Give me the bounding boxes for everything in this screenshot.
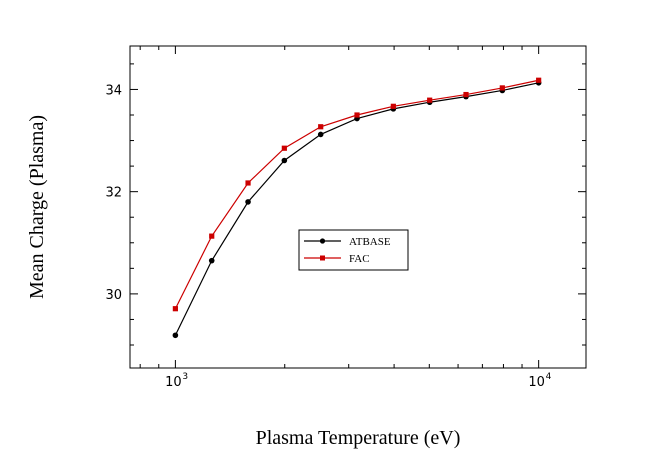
data-point-fac bbox=[281, 145, 287, 151]
y-tick-label: 34 bbox=[105, 83, 122, 98]
y-tick-label: 32 bbox=[105, 186, 122, 201]
y-axis-title: Mean Charge (Plasma) bbox=[26, 115, 48, 299]
legend-label-atbase: ATBASE bbox=[349, 236, 391, 248]
legend-marker-atbase bbox=[319, 238, 326, 244]
data-point-atbase bbox=[172, 332, 179, 339]
plot-frame bbox=[129, 45, 587, 369]
x-axis-title: Plasma Temperature (eV) bbox=[256, 427, 461, 449]
data-point-fac bbox=[172, 306, 178, 312]
data-point-fac bbox=[499, 85, 505, 91]
data-point-fac bbox=[427, 97, 433, 103]
x-tick-label: 10 bbox=[165, 375, 182, 390]
x-tick-label: 10 bbox=[528, 375, 545, 390]
y-tick-label: 30 bbox=[105, 288, 122, 303]
data-point-fac bbox=[536, 77, 542, 83]
data-point-fac bbox=[209, 233, 215, 239]
data-point-atbase bbox=[317, 131, 324, 138]
x-tick-exponent: 4 bbox=[546, 372, 552, 382]
data-point-fac bbox=[354, 112, 360, 118]
legend-box bbox=[298, 229, 409, 271]
legend-label-fac: FAC bbox=[349, 253, 370, 265]
x-tick-exponent: 3 bbox=[182, 372, 188, 382]
data-point-fac bbox=[463, 91, 469, 98]
data-point-atbase bbox=[208, 257, 215, 264]
data-point-atbase bbox=[245, 199, 251, 205]
data-point-fac bbox=[245, 180, 251, 186]
legend-marker-fac bbox=[320, 255, 325, 261]
data-point-fac bbox=[390, 103, 396, 109]
data-point-atbase bbox=[281, 157, 288, 164]
legend: ATBASE FAC bbox=[298, 229, 409, 271]
data-point-fac bbox=[318, 124, 324, 130]
series-layer bbox=[172, 77, 542, 339]
